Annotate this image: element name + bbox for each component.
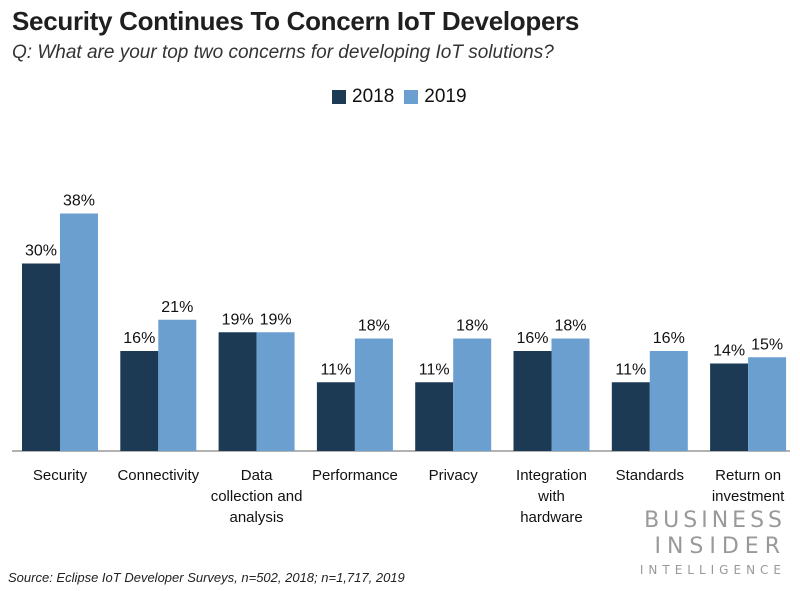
bar-2018-3 <box>316 382 355 451</box>
data-label-2018-2: 19% <box>222 311 254 328</box>
chart-title: Security Continues To Concern IoT Develo… <box>12 6 580 36</box>
category-label-3-0: Performance <box>312 467 398 484</box>
data-label-2018-0: 30% <box>25 243 57 260</box>
category-label-2-0: Data <box>241 467 273 484</box>
category-label-7-0: Return on <box>715 467 781 484</box>
category-label-5-0: Integration <box>516 467 587 484</box>
category-label-5-1: with <box>537 488 565 505</box>
bar-2019-6 <box>649 351 688 451</box>
bar-2019-0 <box>60 213 98 451</box>
chart-subtitle: Q: What are your top two concerns for de… <box>12 42 554 63</box>
legend-label-2018: 2018 <box>352 86 395 107</box>
bar-2019-2 <box>256 332 295 451</box>
data-label-2019-3: 18% <box>358 318 390 335</box>
data-label-2019-5: 18% <box>554 318 586 335</box>
data-label-2018-7: 14% <box>713 343 745 360</box>
data-label-2019-1: 21% <box>161 299 193 316</box>
legend-item-2018: 2018 <box>332 86 394 108</box>
category-label-5-2: hardware <box>520 509 583 526</box>
category-label-4-0: Privacy <box>429 467 479 484</box>
bar-2018-4 <box>415 382 454 451</box>
legend-swatch-2019 <box>404 90 419 104</box>
data-label-2018-5: 16% <box>516 330 548 347</box>
category-label-0-0: Security <box>33 467 88 484</box>
category-label-2-2: analysis <box>229 509 283 526</box>
legend-label-2019: 2019 <box>424 86 467 107</box>
data-label-2019-0: 38% <box>63 193 95 210</box>
bar-2019-1 <box>158 319 197 451</box>
data-label-2018-4: 11% <box>419 361 450 378</box>
logo-line-intelligence: INTELLIGENCE <box>639 563 786 577</box>
data-label-2019-2: 19% <box>260 311 292 328</box>
bar-2019-5 <box>551 338 590 451</box>
bar-2019-4 <box>453 338 492 451</box>
category-label-2-1: collection and <box>211 488 303 505</box>
source-note: Source: Eclipse IoT Developer Surveys, n… <box>8 570 405 585</box>
data-label-2018-3: 11% <box>320 361 351 378</box>
category-label-7-1: investment <box>712 488 785 505</box>
data-label-2019-4: 18% <box>456 318 488 335</box>
bar-2019-3 <box>354 338 393 451</box>
bar-2018-6 <box>611 382 650 451</box>
business-insider-intelligence-logo: BUSINESS INSIDER INTELLIGENCE <box>626 508 786 577</box>
logo-line-insider: INSIDER <box>654 534 786 559</box>
bar-2019-7 <box>748 357 787 451</box>
data-label-2018-1: 16% <box>123 330 155 347</box>
bar-2018-1 <box>120 351 159 451</box>
category-label-6-0: Standards <box>616 467 684 484</box>
legend-item-2019: 2019 <box>404 86 467 108</box>
bar-2018-2 <box>218 332 257 451</box>
legend: 2018 2019 <box>332 86 467 108</box>
legend-swatch-2018 <box>332 90 346 104</box>
logo-line-business: BUSINESS <box>644 508 786 533</box>
data-label-2019-6: 16% <box>653 330 685 347</box>
bar-2018-7 <box>710 363 749 451</box>
data-label-2019-7: 15% <box>751 336 783 353</box>
bar-2018-0 <box>22 263 60 451</box>
category-label-1-0: Connectivity <box>117 467 199 484</box>
data-label-2018-6: 11% <box>615 361 646 378</box>
bar-2018-5 <box>513 351 552 451</box>
